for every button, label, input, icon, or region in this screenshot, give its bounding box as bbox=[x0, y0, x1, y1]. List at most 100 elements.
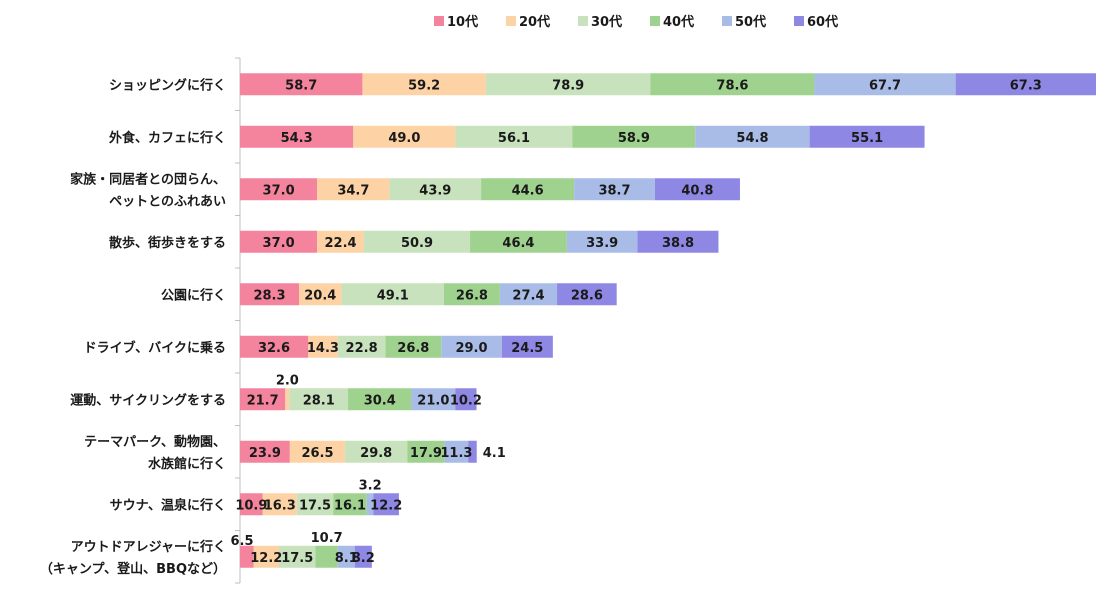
bar-segment-0 bbox=[240, 440, 290, 463]
category-label: ショッピングに行く bbox=[109, 77, 226, 93]
legend-label-5: 60代 bbox=[807, 14, 838, 30]
bar-segment-0 bbox=[240, 283, 300, 306]
value-label: 54.3 bbox=[281, 131, 313, 146]
bar-segment-1 bbox=[285, 388, 290, 411]
legend-label-3: 40代 bbox=[663, 14, 694, 30]
bar-segment-3 bbox=[333, 493, 367, 516]
bar-segment-4 bbox=[566, 230, 638, 253]
value-label: 21.7 bbox=[247, 393, 279, 408]
bar-segment-0 bbox=[240, 125, 354, 148]
value-label: 10.7 bbox=[311, 531, 343, 546]
bar-segment-1 bbox=[317, 178, 390, 201]
bar-segment-1 bbox=[253, 545, 280, 568]
bar-segment-3 bbox=[315, 545, 338, 568]
category-label: 公園に行く bbox=[161, 287, 226, 303]
bar-segment-3 bbox=[348, 388, 412, 411]
category-label: 運動、サイクリングをする bbox=[70, 392, 226, 408]
bar-segment-5 bbox=[637, 230, 719, 253]
value-label: 3.2 bbox=[359, 478, 382, 493]
bar-segment-4 bbox=[499, 283, 558, 306]
bar-segment-5 bbox=[955, 73, 1096, 96]
bar-segment-5 bbox=[354, 545, 372, 568]
bar-segment-0 bbox=[240, 178, 318, 201]
value-label: 12.2 bbox=[370, 498, 402, 513]
bar-segment-1 bbox=[353, 125, 456, 148]
bar-segment-3 bbox=[650, 73, 815, 96]
value-label: 2.0 bbox=[276, 373, 299, 388]
value-label: 34.7 bbox=[337, 183, 369, 198]
value-label: 17.5 bbox=[281, 551, 313, 566]
bar-segment-5 bbox=[809, 125, 925, 148]
value-label: 8.2 bbox=[352, 551, 375, 566]
category-label: （キャンプ、登山、BBQなど） bbox=[40, 561, 226, 577]
value-label: 40.8 bbox=[681, 183, 713, 198]
bar-segment-0 bbox=[240, 230, 318, 253]
bar-segment-5 bbox=[557, 283, 617, 306]
bar-segment-2 bbox=[485, 73, 651, 96]
legend-swatch-5 bbox=[794, 16, 804, 26]
bar-segment-1 bbox=[362, 73, 486, 96]
bar-segment-5 bbox=[455, 388, 477, 411]
bar-segment-0 bbox=[240, 388, 286, 411]
legend-label-4: 50代 bbox=[735, 14, 766, 30]
value-label: 37.0 bbox=[263, 183, 295, 198]
bar-segment-2 bbox=[296, 493, 334, 516]
bar-segment-3 bbox=[481, 178, 575, 201]
value-label: 21.0 bbox=[417, 393, 449, 408]
value-label: 67.7 bbox=[869, 78, 901, 93]
bar-segment-2 bbox=[389, 178, 482, 201]
value-label: 22.8 bbox=[346, 341, 378, 356]
value-label: 37.0 bbox=[263, 236, 295, 251]
bar-segment-4 bbox=[814, 73, 956, 96]
legend-swatch-0 bbox=[434, 16, 444, 26]
value-label: 30.4 bbox=[364, 393, 396, 408]
value-label: 28.1 bbox=[303, 393, 335, 408]
value-label: 11.3 bbox=[440, 446, 472, 461]
value-label: 46.4 bbox=[502, 236, 534, 251]
value-label: 16.3 bbox=[264, 498, 296, 513]
value-label: 6.5 bbox=[230, 534, 253, 549]
bar-segment-3 bbox=[470, 230, 567, 253]
bar-segment-2 bbox=[345, 440, 408, 463]
value-label: 28.3 bbox=[253, 288, 285, 303]
value-label: 8.1 bbox=[335, 551, 358, 566]
bar-segment-5 bbox=[373, 493, 399, 516]
value-label: 24.5 bbox=[511, 341, 543, 356]
category-label: 水族館に行く bbox=[148, 456, 226, 472]
category-label: アウトドアレジャーに行く bbox=[71, 539, 226, 555]
bar-segment-0 bbox=[240, 335, 308, 358]
bar-segment-3 bbox=[385, 335, 442, 358]
legend-swatch-1 bbox=[506, 16, 516, 26]
value-label: 67.3 bbox=[1010, 78, 1042, 93]
legend-label-0: 10代 bbox=[447, 14, 478, 30]
value-label: 12.2 bbox=[250, 551, 282, 566]
legend-label-2: 30代 bbox=[591, 14, 622, 30]
bar-segment-1 bbox=[289, 440, 346, 463]
value-label: 44.6 bbox=[512, 183, 544, 198]
bar-segment-1 bbox=[262, 493, 297, 516]
value-label: 54.8 bbox=[736, 131, 768, 146]
value-label: 58.7 bbox=[285, 78, 317, 93]
category-label: ドライブ、バイクに乗る bbox=[84, 340, 226, 356]
value-label: 17.5 bbox=[299, 498, 331, 513]
bar-segment-4 bbox=[695, 125, 810, 148]
value-label: 78.9 bbox=[552, 78, 584, 93]
value-label: 22.4 bbox=[324, 236, 356, 251]
bar-segment-3 bbox=[572, 125, 696, 148]
value-label: 38.8 bbox=[662, 236, 694, 251]
value-label: 26.8 bbox=[456, 288, 488, 303]
legend-label-1: 20代 bbox=[519, 14, 550, 30]
bar-segment-3 bbox=[443, 283, 500, 306]
bar-segment-1 bbox=[307, 335, 338, 358]
value-label: 49.1 bbox=[377, 288, 409, 303]
value-label: 29.8 bbox=[360, 446, 392, 461]
value-label: 26.5 bbox=[301, 446, 333, 461]
bar-segment-2 bbox=[289, 388, 349, 411]
bar-segment-5 bbox=[654, 178, 740, 201]
value-label: 17.9 bbox=[410, 446, 442, 461]
value-label: 43.9 bbox=[419, 183, 451, 198]
bar-segment-0 bbox=[240, 493, 263, 516]
value-label: 55.1 bbox=[851, 131, 883, 146]
